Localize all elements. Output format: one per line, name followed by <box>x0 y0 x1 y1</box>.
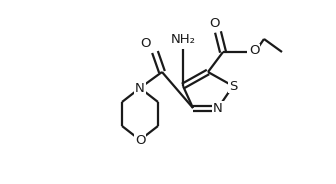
Text: N: N <box>213 102 223 114</box>
Text: O: O <box>135 134 145 146</box>
Text: O: O <box>210 17 220 30</box>
Text: O: O <box>140 37 151 50</box>
Text: S: S <box>229 79 237 93</box>
Text: O: O <box>249 45 259 57</box>
Text: NH₂: NH₂ <box>170 33 196 46</box>
Text: N: N <box>135 82 145 95</box>
